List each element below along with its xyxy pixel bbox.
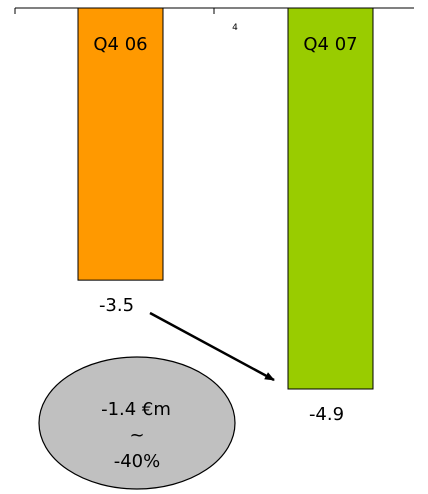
change-amount-label: -1.4 €m xyxy=(101,399,171,420)
change-annotation-ellipse xyxy=(38,356,236,490)
category-label-q4-07: Q4 07 xyxy=(303,34,357,55)
change-percent-label: -40% xyxy=(114,451,161,472)
bar-q4-07 xyxy=(287,7,374,390)
axis-tick-label: 4 xyxy=(232,23,238,33)
bar-q4-06 xyxy=(77,7,164,281)
change-approx-symbol: ~ xyxy=(129,425,144,446)
change-arrow xyxy=(149,311,275,382)
category-label-q4-06: Q4 06 xyxy=(93,34,147,55)
value-label-q4-06: -3.5 xyxy=(99,295,134,316)
value-label-q4-07: -4.9 xyxy=(309,404,344,425)
